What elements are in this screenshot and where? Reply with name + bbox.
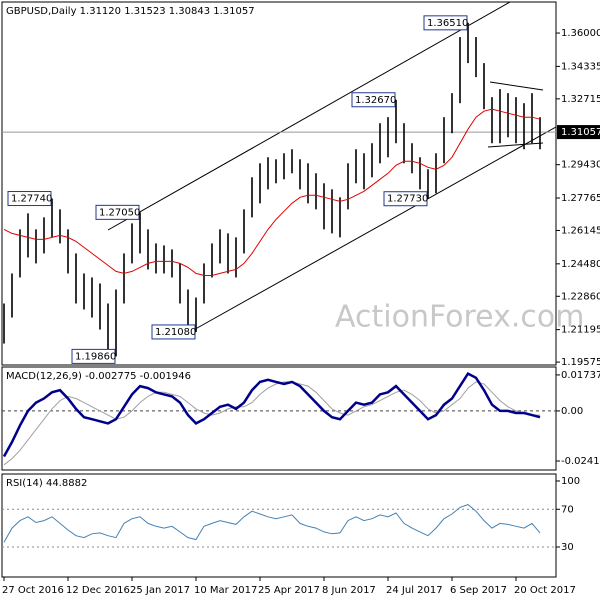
y-tick-label: 1.32715 [561,94,600,105]
watermark: ActionForex.com [335,300,584,335]
annotation-box [383,191,428,207]
y-tick-label: 1.21195 [561,325,600,336]
rsi-title: RSI(14) 44.8882 [6,478,87,489]
x-tick-label: 27 Oct 2016 [2,585,64,596]
triangle-upper [489,81,544,91]
series-line [3,381,540,466]
y-tick-label: 100 [561,476,580,487]
x-tick-label: 24 Jul 2017 [386,585,443,596]
annotation-label: 1.27050 [99,207,140,218]
price-panel [1,1,557,366]
channel-lower [189,126,557,333]
annotation-label: 1.19860 [75,351,116,362]
macd-title: MACD(12,26,9) -0.002775 -0.001946 [6,371,191,382]
y-tick-label: 1.36000 [561,28,600,39]
y-tick-label: 0.00 [561,406,583,417]
y-tick-label: 1.34335 [561,61,600,72]
y-tick-label: 1.26145 [561,225,600,236]
moving-average [3,108,541,276]
y-tick-label: 1.19575 [561,357,600,368]
annotation-box [7,191,52,207]
x-tick-label: 20 Oct 2017 [514,585,576,596]
x-tick-label: 10 Mar 2017 [194,585,257,596]
y-tick-label: 1.27765 [561,193,600,204]
y-tick-label: 1.24480 [561,259,600,270]
chart-title: GBPUSD,Daily 1.31120 1.31523 1.30843 1.3… [6,6,255,17]
rsi-panel [1,473,557,578]
series-line [2,371,541,458]
annotation-box [71,348,116,364]
annotation-box [151,324,196,340]
last-price-label: 1.31057 [561,127,600,138]
x-tick-label: 6 Sep 2017 [450,585,507,596]
triangle-lower [487,142,544,148]
annotation-box [95,204,140,220]
annotation-label: 1.27740 [11,194,52,205]
y-tick-label: 1.29430 [561,160,600,171]
annotation-label: 1.21080 [155,327,196,338]
channel-upper [107,1,511,231]
x-tick-label: 25 Apr 2017 [258,585,320,596]
y-tick-label: 70 [561,504,574,515]
annotation-label: 1.36510 [427,18,468,29]
series-line [3,504,541,543]
y-tick-label: 0.017377 [561,370,600,381]
y-tick-label: 1.22860 [561,291,600,302]
y-tick-label: 30 [561,542,574,553]
x-tick-label: 25 Jan 2017 [130,585,190,596]
annotation-box [351,92,396,108]
y-tick-label: -0.024163 [561,456,600,467]
annotation-label: 1.32670 [355,95,396,106]
x-tick-label: 8 Jun 2017 [322,585,376,596]
macd-panel [1,366,557,471]
annotation-box [423,15,468,31]
last-price-box [557,125,600,140]
x-tick-label: 12 Dec 2016 [66,585,130,596]
annotation-label: 1.27730 [387,194,428,205]
